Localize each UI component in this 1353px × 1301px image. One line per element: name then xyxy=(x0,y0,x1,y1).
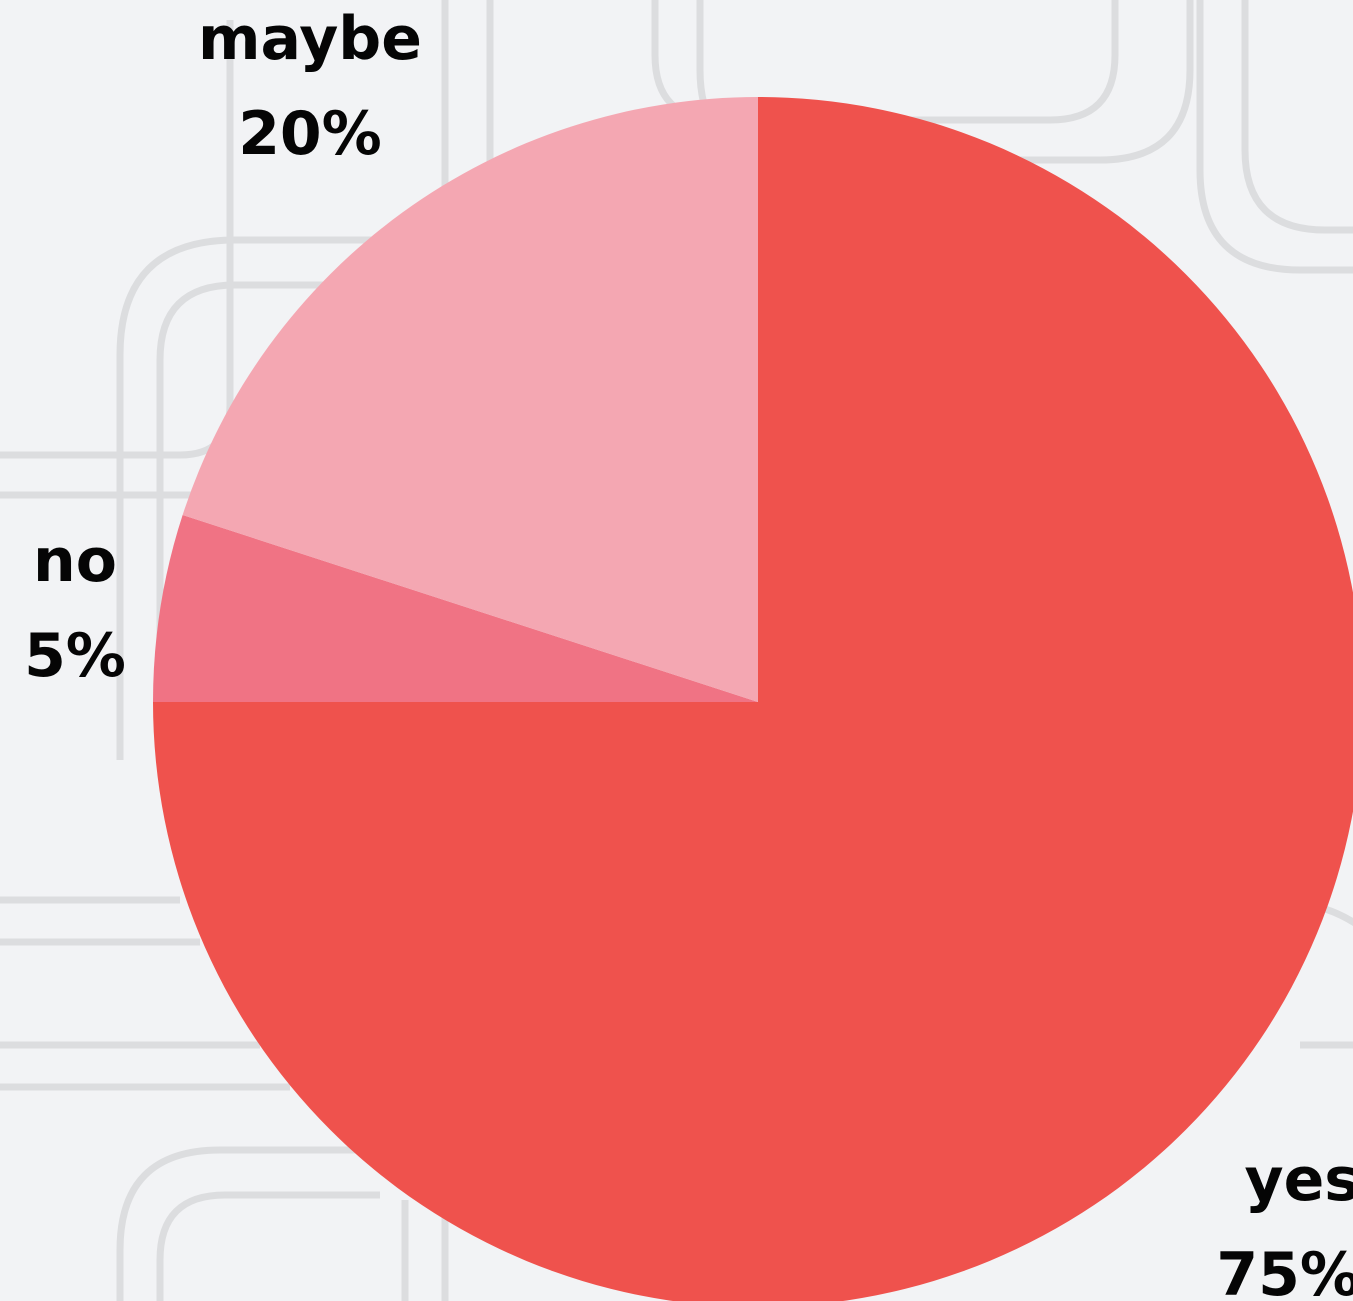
pie-slice-no xyxy=(153,515,758,702)
slice-label-maybe: maybe 20% xyxy=(190,0,430,182)
slice-label-no: no 5% xyxy=(10,514,140,704)
slice-value-maybe: 20% xyxy=(238,98,382,169)
slice-value-yes: 75% xyxy=(1216,1239,1353,1301)
pie-slice-yes xyxy=(153,97,1353,1301)
slice-name-yes: yes xyxy=(1244,1145,1353,1215)
slice-value-no: 5% xyxy=(24,620,126,691)
slice-name-maybe: maybe xyxy=(198,4,422,74)
pie-slice-maybe xyxy=(182,96,759,702)
slice-name-no: no xyxy=(33,526,117,596)
slice-label-yes: yes 75% xyxy=(1190,1133,1353,1301)
